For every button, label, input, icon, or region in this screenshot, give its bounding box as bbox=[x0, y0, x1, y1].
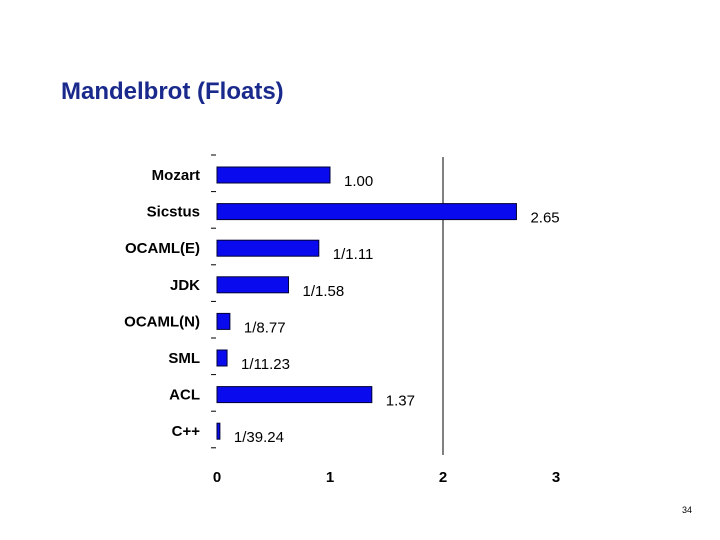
data-label: 1.37 bbox=[386, 393, 415, 410]
data-label: 1/1.11 bbox=[333, 246, 374, 263]
bar-mozart bbox=[216, 166, 331, 184]
bar-jdk bbox=[216, 276, 290, 294]
data-label: 1/39.24 bbox=[234, 429, 284, 446]
data-label: 1/8.77 bbox=[244, 319, 286, 336]
data-label: 1.00 bbox=[344, 173, 373, 190]
x-tick-label: 2 bbox=[439, 469, 447, 486]
category-label: JDK bbox=[170, 277, 200, 294]
bar-sicstus bbox=[216, 203, 517, 221]
category-label: C++ bbox=[172, 423, 201, 440]
x-tick-label: 3 bbox=[552, 469, 560, 486]
category-label: ACL bbox=[169, 387, 200, 404]
category-label: SML bbox=[168, 350, 200, 367]
category-label: Mozart bbox=[152, 167, 200, 184]
axis-layer bbox=[211, 154, 444, 455]
category-label: OCAML(E) bbox=[125, 240, 200, 257]
chart-title: Mandelbrot (Floats) bbox=[61, 78, 284, 105]
x-tick-label: 0 bbox=[213, 469, 221, 486]
bar-ocaml-e bbox=[216, 239, 320, 257]
bar-ocaml-n bbox=[216, 312, 231, 330]
x-tick-label: 1 bbox=[326, 469, 334, 486]
ticks-layer: 0 1 2 3 bbox=[213, 469, 560, 486]
bar-sml bbox=[216, 349, 228, 367]
labels-layer: Mozart 1.00 Sicstus 2.65 OCAML(E) 1/1.11 JDK 1/… bbox=[124, 167, 559, 446]
data-label: 2.65 bbox=[530, 210, 559, 227]
category-label: OCAML(N) bbox=[124, 313, 200, 330]
page-number: 34 bbox=[682, 505, 693, 515]
category-label: Sicstus bbox=[147, 204, 200, 221]
bars-layer bbox=[216, 166, 517, 440]
bar-c bbox=[216, 422, 221, 440]
data-label: 1/11.23 bbox=[241, 356, 290, 373]
data-label: 1/1.58 bbox=[303, 283, 345, 300]
bar-acl bbox=[216, 386, 373, 404]
